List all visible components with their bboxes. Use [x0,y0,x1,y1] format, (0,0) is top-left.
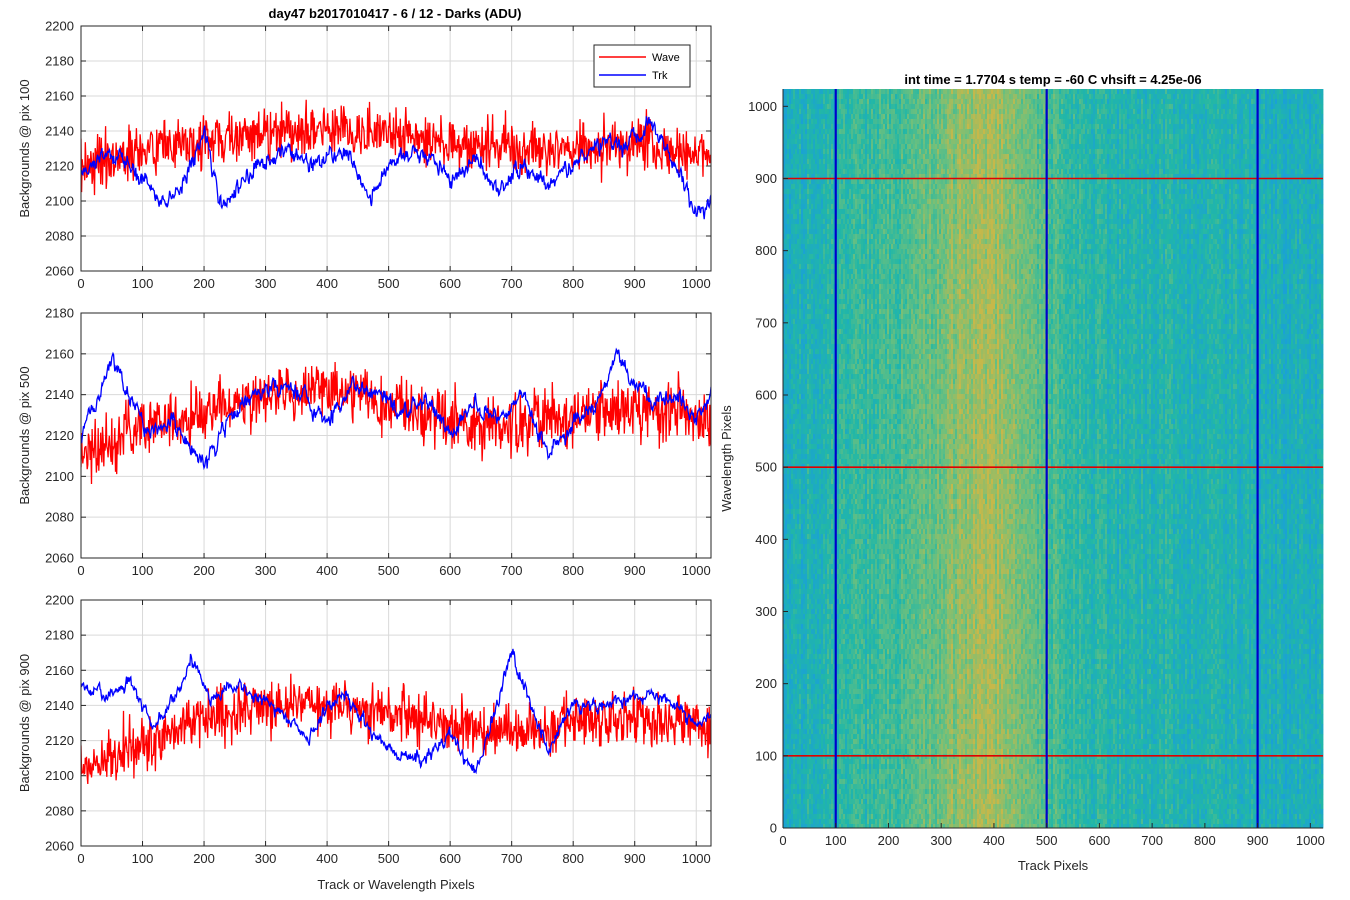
x-tick-label: 300 [255,563,277,578]
y-axis-label: Backgrounds @ pix 500 [17,366,32,504]
y-tick-label: 2100 [45,768,74,783]
y-tick-label: 2180 [45,54,74,69]
x-tick-label: 800 [562,563,584,578]
y-tick-label: 2160 [45,89,74,104]
x-tick-label: 0 [77,276,84,291]
y-tick-label: 2180 [45,628,74,643]
x-tick-label: 900 [624,563,646,578]
x-tick-label: 200 [193,276,215,291]
y-tick-label: 2060 [45,551,74,566]
x-tick-label: 600 [439,851,461,866]
legend-label-wave: Wave [652,52,680,64]
x-tick-label: 200 [193,563,215,578]
x-tick-label: 600 [439,276,461,291]
x-tick-label: 900 [624,276,646,291]
x-tick-label: 200 [193,851,215,866]
chart-pix-100: 0 100 200 300 400 500 600 700 800 900 1000 2060 2080… [17,19,711,292]
x-axis-label: Track or Wavelength Pixels [317,877,475,892]
x-tick-label: 100 [825,833,847,848]
y-tick-label: 2140 [45,387,74,402]
y-tick-label: 2200 [45,593,74,608]
figure-suptitle: day47 b2017010417 - 6 / 12 - Darks (ADU) [269,6,522,21]
y-tick-label: 2140 [45,124,74,139]
x-tick-label: 800 [562,851,584,866]
y-tick-label: 2200 [45,19,74,34]
legend-label-trk: Trk [652,70,668,82]
y-tick-label: 2100 [45,194,74,209]
y-tick-label: 700 [755,315,777,330]
y-tick-label: 2080 [45,803,74,818]
y-tick-label: 900 [755,171,777,186]
y-tick-label: 600 [755,387,777,402]
x-tick-label: 600 [1089,833,1111,848]
y-tick-label: 500 [755,460,777,475]
x-tick-label: 1000 [682,851,711,866]
chart-title: int time = 1.7704 s temp = -60 C vhsift … [904,72,1201,87]
y-tick-label: 2180 [45,306,74,321]
y-tick-label: 2100 [45,469,74,484]
x-tick-label: 0 [77,563,84,578]
x-tick-label: 500 [1036,833,1058,848]
heatmap-image [783,89,1323,828]
x-tick-label: 1000 [1296,833,1325,848]
x-tick-label: 800 [1194,833,1216,848]
y-tick-label: 2080 [45,229,74,244]
y-axis-label: Wavelength Pixels [719,405,734,512]
y-tick-label: 2120 [45,428,74,443]
x-tick-label: 700 [501,851,523,866]
x-tick-label: 700 [501,276,523,291]
y-axis-label: Backgrounds @ pix 900 [17,654,32,792]
chart-pix-900: 0 100 200 300 400 500 600 700 800 900 1000 2060 2080… [17,593,711,893]
x-tick-label: 300 [255,276,277,291]
x-tick-label: 400 [316,563,338,578]
x-tick-label: 500 [378,563,400,578]
x-tick-label: 100 [132,276,154,291]
y-tick-label: 0 [770,821,777,836]
x-tick-label: 0 [77,851,84,866]
x-tick-label: 600 [439,563,461,578]
x-tick-label: 100 [132,563,154,578]
y-tick-label: 800 [755,243,777,258]
x-tick-label: 400 [316,276,338,291]
x-tick-label: 1000 [682,563,711,578]
x-tick-label: 1000 [682,276,711,291]
y-tick-label: 2060 [45,839,74,854]
chart-pix-500: 0 100 200 300 400 500 600 700 800 900 1000 2060 2080… [17,306,711,579]
y-tick-label: 2160 [45,663,74,678]
x-tick-label: 400 [983,833,1005,848]
x-axis-label: Track Pixels [1018,858,1089,873]
y-tick-label: 2080 [45,510,74,525]
y-tick-label: 2120 [45,159,74,174]
x-tick-label: 800 [562,276,584,291]
y-tick-label: 2120 [45,733,74,748]
y-tick-label: 300 [755,604,777,619]
x-tick-label: 900 [1247,833,1269,848]
y-tick-label: 100 [755,748,777,763]
y-tick-label: 400 [755,532,777,547]
x-tick-label: 200 [878,833,900,848]
y-axis-label: Backgrounds @ pix 100 [17,79,32,217]
heatmap-panel: 0 100 200 300 400 500 600 700 800 900 1000 0 100 200 3… [719,72,1325,873]
x-tick-label: 0 [779,833,786,848]
x-tick-label: 700 [1141,833,1163,848]
x-tick-label: 400 [316,851,338,866]
y-tick-label: 1000 [748,99,777,114]
y-tick-label: 2060 [45,264,74,279]
x-tick-label: 500 [378,851,400,866]
y-tick-label: 200 [755,676,777,691]
x-tick-label: 700 [501,563,523,578]
x-tick-label: 500 [378,276,400,291]
legend: Wave Trk [594,45,690,87]
x-tick-label: 300 [255,851,277,866]
x-tick-label: 900 [624,851,646,866]
y-tick-label: 2140 [45,698,74,713]
x-tick-label: 100 [132,851,154,866]
x-tick-label: 300 [930,833,952,848]
y-tick-label: 2160 [45,346,74,361]
